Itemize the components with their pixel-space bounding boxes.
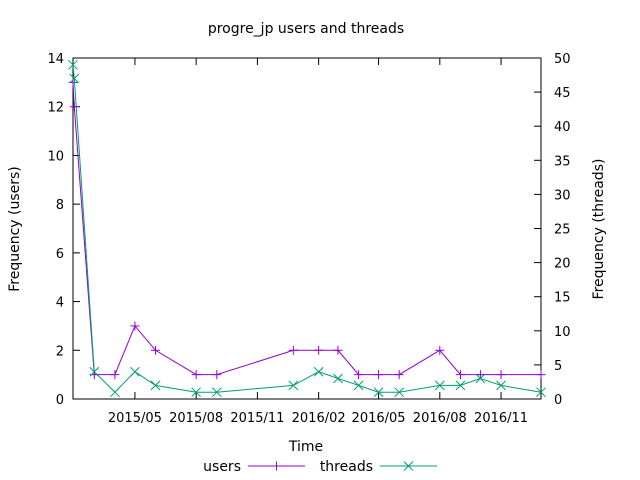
- threads-point: [110, 387, 120, 398]
- users-point: [333, 345, 343, 355]
- users-point: [191, 370, 201, 380]
- threads-point: [288, 380, 299, 391]
- y-tick-label: 6: [56, 247, 64, 262]
- users-point: [374, 370, 384, 380]
- threads-point-stroke: [130, 366, 140, 377]
- y2-tick-label: 5: [554, 359, 562, 374]
- threads-point-stroke: [394, 387, 405, 398]
- users-point: [475, 370, 485, 380]
- threads-point-stroke: [288, 380, 299, 391]
- threads-point: [394, 387, 405, 398]
- users-point: [496, 370, 506, 380]
- users-point: [455, 370, 465, 380]
- users-point: [435, 345, 445, 355]
- users-point: [288, 345, 298, 355]
- threads-point: [455, 380, 466, 391]
- threads-point: [130, 366, 140, 377]
- users-point: [69, 102, 79, 112]
- series-layer: [68, 59, 546, 398]
- threads-point-stroke: [475, 373, 486, 384]
- users-point: [151, 345, 161, 355]
- threads-point-stroke: [110, 387, 120, 398]
- plot-frame: [72, 57, 542, 400]
- users-line: [72, 82, 541, 376]
- plot-area: 0 2 4 6 8 10 12 14 0 5 10 15 20 25 30 35 40 45 50 2015/05 20…: [47, 52, 570, 426]
- legend: users threads: [203, 459, 437, 475]
- y-tick-label: 12: [47, 101, 64, 116]
- y-tick-label: 10: [47, 149, 64, 164]
- y2-tick-label: 20: [554, 257, 571, 272]
- threads-series: [68, 59, 546, 398]
- threads-point: [333, 373, 343, 384]
- x-tick-label: 2016/05: [352, 411, 406, 426]
- threads-line: [72, 64, 542, 393]
- threads-point: [496, 380, 506, 391]
- users-point: [110, 370, 120, 380]
- threads-point-stroke: [89, 366, 100, 377]
- y2-tick-label: 35: [554, 154, 571, 169]
- legend-label-threads: threads: [320, 459, 373, 475]
- users-point: [130, 321, 140, 331]
- threads-point-stroke: [313, 366, 324, 377]
- users-point: [314, 345, 324, 355]
- x-tick-label: 2015/11: [230, 411, 284, 426]
- x-tick-label: 2016/11: [474, 411, 528, 426]
- threads-point-stroke: [191, 387, 202, 398]
- y2-tick-label: 45: [554, 86, 571, 101]
- users-point: [354, 370, 364, 380]
- users-series: [68, 77, 546, 380]
- y2-tick-label: 40: [554, 120, 571, 135]
- y2-tick-label: 30: [554, 188, 571, 203]
- y-tick-label: 0: [56, 393, 64, 408]
- y-tick-label: 2: [56, 344, 64, 359]
- threads-point: [353, 380, 364, 391]
- legend-marker-threads-stroke: [403, 461, 414, 471]
- threads-point: [475, 373, 486, 384]
- threads-point-stroke: [68, 59, 78, 70]
- threads-point: [68, 59, 78, 70]
- y2-tick-label: 50: [554, 52, 571, 67]
- users-point: [536, 370, 546, 380]
- threads-point-stroke: [455, 380, 466, 391]
- threads-point: [536, 387, 546, 398]
- threads-point: [69, 73, 80, 84]
- y2-tick-label: 10: [554, 325, 571, 340]
- threads-point: [89, 366, 100, 377]
- threads-point-stroke: [434, 380, 445, 391]
- threads-point-stroke: [333, 373, 343, 384]
- x-axis-title: Time: [288, 439, 323, 455]
- y-tick-label: 14: [47, 52, 64, 67]
- threads-point-stroke: [536, 387, 546, 398]
- threads-point: [373, 387, 384, 398]
- threads-point-stroke: [69, 73, 80, 84]
- threads-point: [313, 366, 324, 377]
- threads-point-stroke: [373, 387, 384, 398]
- x-tick-label: 2016/08: [413, 411, 467, 426]
- threads-point-stroke: [211, 387, 222, 398]
- legend-marker-threads: [403, 461, 414, 471]
- y-tick-label: 4: [56, 296, 64, 311]
- y2-tick-label: 0: [554, 393, 562, 408]
- threads-point-stroke: [496, 380, 506, 391]
- users-point: [394, 370, 404, 380]
- threads-point: [191, 387, 202, 398]
- threads-point-stroke: [150, 380, 161, 391]
- y2-tick-label: 15: [554, 291, 571, 306]
- legend-label-users: users: [203, 459, 241, 475]
- x-tick-label: 2016/02: [292, 411, 346, 426]
- chart-title: progre_jp users and threads: [208, 21, 404, 37]
- threads-point: [434, 380, 445, 391]
- y-axis-title: Frequency (users): [7, 166, 23, 292]
- x-tick-label: 2015/08: [169, 411, 223, 426]
- users-point: [212, 370, 222, 380]
- y2-tick-label: 25: [554, 223, 571, 238]
- x-tick-label: 2015/05: [108, 411, 162, 426]
- threads-point: [211, 387, 222, 398]
- threads-point-stroke: [353, 380, 364, 391]
- y2-axis-title: Frequency (threads): [591, 159, 607, 300]
- legend-marker-users: [272, 461, 281, 471]
- y-tick-label: 8: [56, 198, 64, 213]
- threads-point: [150, 380, 161, 391]
